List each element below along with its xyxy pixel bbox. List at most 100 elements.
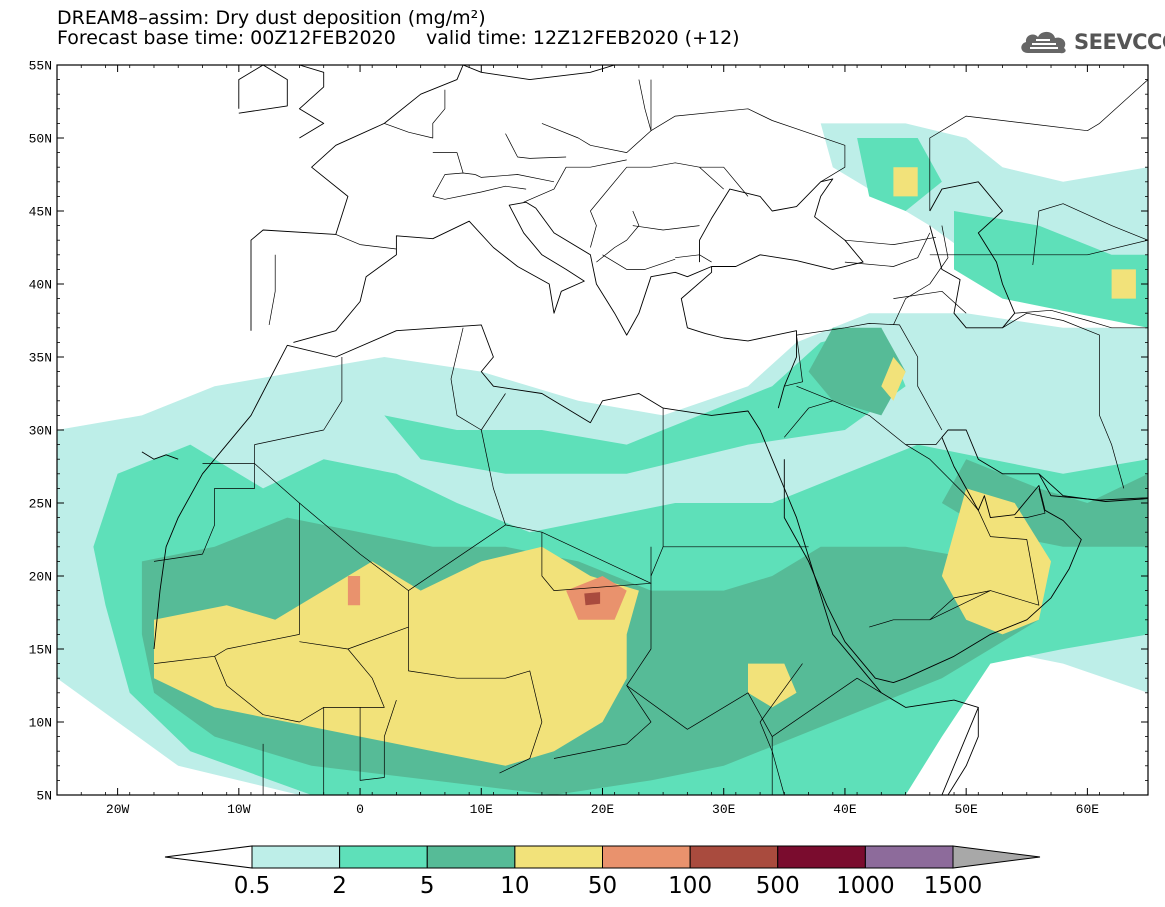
coastlines-layer xyxy=(141,65,1148,795)
colorbar-segment xyxy=(689,845,779,869)
lon-tick-label: 10W xyxy=(227,802,251,817)
colorbar-label: 1000 xyxy=(836,873,895,899)
country-border xyxy=(359,699,397,781)
country-border xyxy=(299,502,409,650)
lon-tick-label: 60E xyxy=(1076,802,1100,817)
colorbar-label: 1500 xyxy=(924,873,983,899)
dust-region-level-4 xyxy=(941,488,1051,635)
country-border xyxy=(929,239,1148,256)
lat-tick-label: 10N xyxy=(29,716,52,731)
dust-region-level-2 xyxy=(384,327,906,474)
country-border xyxy=(626,685,773,795)
forecast-time-subtitle: Forecast base time: 00Z12FEB2020 valid t… xyxy=(57,27,740,49)
country-border xyxy=(772,677,882,737)
cloud-logo-icon xyxy=(1021,31,1066,54)
lat-tick-label: 50N xyxy=(29,132,52,147)
country-border xyxy=(759,663,803,795)
colorbar-label: 500 xyxy=(756,873,800,899)
country-border xyxy=(268,254,276,325)
country-border xyxy=(335,234,397,250)
colorbar-label: 50 xyxy=(588,873,617,899)
dust-region-level-4 xyxy=(1111,269,1136,299)
colorbar-segment xyxy=(514,845,603,869)
country-border xyxy=(844,232,931,267)
coastline-red_sea_arabia xyxy=(783,429,1148,684)
country-border xyxy=(475,174,555,183)
country-border xyxy=(153,463,300,664)
country-border xyxy=(1014,309,1148,329)
colorbar-segment xyxy=(339,845,428,869)
lon-tick-label: 10E xyxy=(470,802,494,817)
colorbar-segment xyxy=(777,845,866,869)
coastline-black_sea xyxy=(699,178,864,270)
country-border xyxy=(450,327,506,526)
country-border xyxy=(596,210,640,263)
borders-layer xyxy=(153,65,1148,795)
lon-tick-label: 40E xyxy=(833,802,857,817)
colorbar-label: 10 xyxy=(500,873,529,899)
lat-tick-label: 5N xyxy=(36,789,52,804)
dust-deposition-layer xyxy=(57,123,1148,795)
country-border xyxy=(1014,488,1046,518)
dust-region-level-4 xyxy=(893,167,918,197)
country-border xyxy=(1002,312,1125,489)
coastline-europe xyxy=(250,65,615,331)
country-border xyxy=(929,79,1148,211)
dust-region-level-5 xyxy=(347,576,361,606)
country-border xyxy=(675,65,676,66)
lon-tick-label: 0 xyxy=(356,802,364,817)
country-border xyxy=(408,408,664,591)
dust-region-level-4 xyxy=(154,546,639,766)
lat-tick-label: 30N xyxy=(29,424,52,439)
colorbar-label: 100 xyxy=(668,873,712,899)
lat-tick-label: 15N xyxy=(29,643,52,658)
colorbar-segment xyxy=(251,845,341,869)
lat-tick-label: 20N xyxy=(29,570,52,585)
coastline-ireland xyxy=(238,65,288,114)
coastline-africa xyxy=(153,324,979,795)
colorbar: 0.5 2 5 10 50 100 500 1000 1500 xyxy=(164,845,1041,899)
country-border xyxy=(432,152,464,174)
country-border xyxy=(905,444,1040,621)
colorbar-segment xyxy=(864,845,954,869)
country-border xyxy=(523,159,627,203)
country-border xyxy=(590,162,724,248)
lat-tick-label: 35N xyxy=(29,351,52,366)
colorbar-segment xyxy=(602,845,691,869)
dust-region-level-3 xyxy=(808,327,906,416)
country-border xyxy=(1032,203,1148,266)
lat-tick-label: 45N xyxy=(29,205,52,220)
colorbar-label: 2 xyxy=(332,873,347,899)
country-border xyxy=(893,225,949,326)
dust-region-level-4 xyxy=(748,663,797,708)
colorbar-label: 5 xyxy=(420,873,435,899)
country-border xyxy=(481,393,506,431)
axis-ticks: 55N 50N 45N 40N 35N 30N 25N 20N 15N 10N 5N 20W 10W 0 1… xyxy=(29,59,1149,817)
coastline-persian xyxy=(1038,473,1148,502)
colorbar-segment xyxy=(164,845,253,869)
country-border xyxy=(650,79,846,183)
coastline-caspian xyxy=(929,181,1016,329)
dust-region-level-2 xyxy=(954,211,1148,328)
colorbar-label: 0.5 xyxy=(234,873,271,899)
seevccc-logo-text: SEEVCCC xyxy=(1074,30,1165,54)
country-border xyxy=(432,172,476,197)
country-border xyxy=(784,400,833,438)
lon-tick-label: 20W xyxy=(106,802,130,817)
dust-region-level-6 xyxy=(584,592,601,606)
country-border xyxy=(505,133,567,159)
coastline-somalia xyxy=(947,707,979,795)
country-border xyxy=(602,254,676,270)
country-border xyxy=(541,79,652,153)
coastline-canary xyxy=(141,451,179,460)
country-border xyxy=(796,385,943,445)
country-border xyxy=(675,254,712,263)
country-border xyxy=(408,627,543,774)
seevccc-logo: SEEVCCC xyxy=(1018,24,1165,60)
country-border xyxy=(893,290,967,314)
country-border xyxy=(254,357,343,464)
colorbar-segment xyxy=(952,845,1041,869)
lat-tick-label: 40N xyxy=(29,278,52,293)
colorbar-segment xyxy=(426,845,516,869)
